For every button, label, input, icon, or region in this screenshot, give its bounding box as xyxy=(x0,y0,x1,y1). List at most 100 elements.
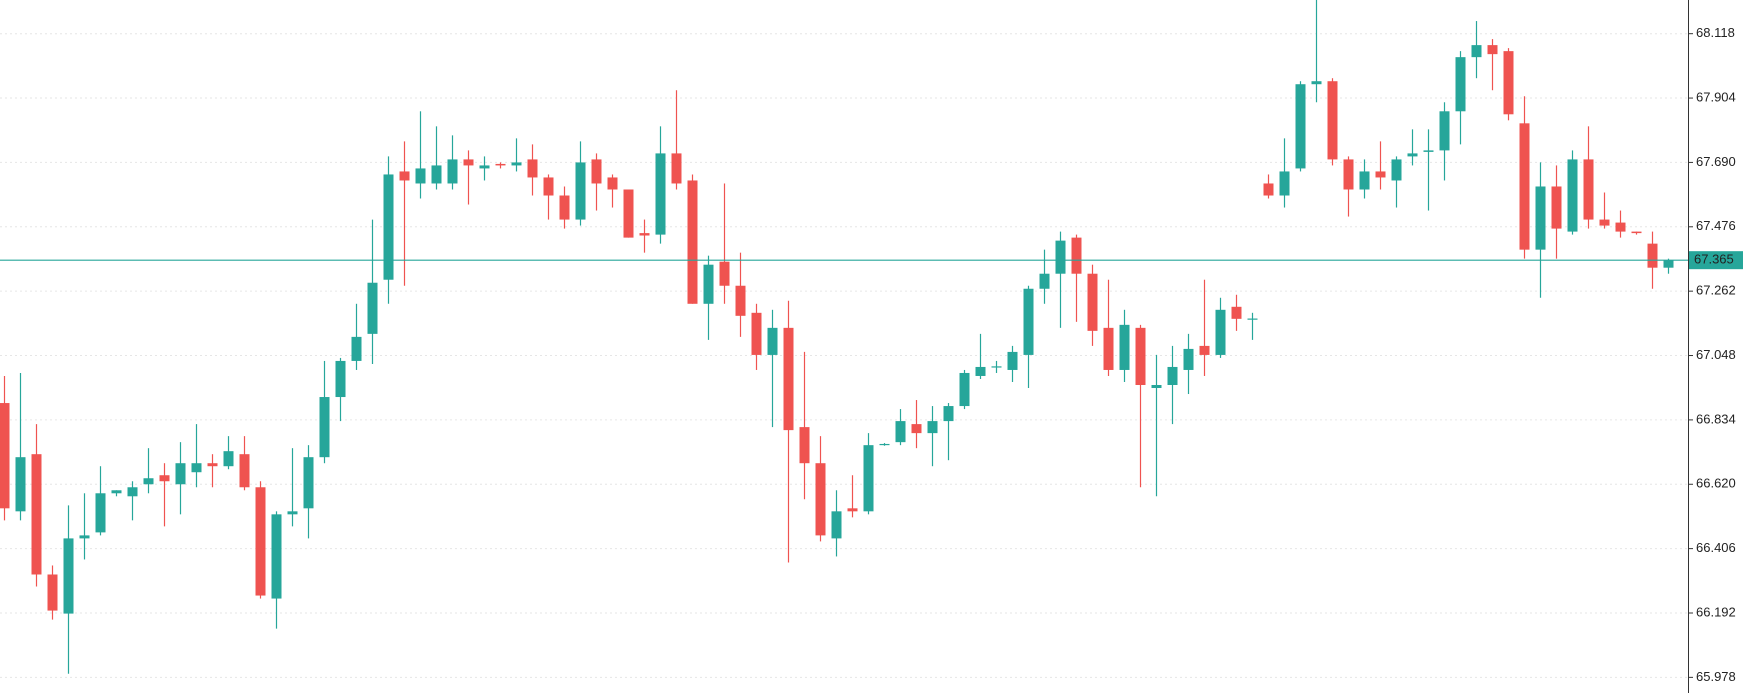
y-tick-label: 67.904 xyxy=(1696,89,1736,104)
candle-body xyxy=(639,233,650,236)
candle-body xyxy=(287,511,298,515)
candle-body xyxy=(527,159,538,178)
candle-body xyxy=(0,403,10,509)
candle-body xyxy=(1087,273,1098,331)
candle-body xyxy=(1279,171,1290,196)
y-tick-label: 67.476 xyxy=(1696,218,1736,233)
candle-body xyxy=(1359,171,1370,190)
candle-body xyxy=(79,535,90,539)
candle-body xyxy=(799,427,810,464)
y-tick-label: 67.690 xyxy=(1696,154,1736,169)
candle-body xyxy=(383,174,394,280)
candle-body xyxy=(431,165,442,184)
candle-body xyxy=(1567,159,1578,232)
candle-body xyxy=(1199,345,1210,355)
y-tick-label: 66.406 xyxy=(1696,540,1736,555)
candle-body xyxy=(895,421,906,443)
candle-body xyxy=(671,153,682,184)
current-price-box xyxy=(1689,251,1743,270)
candle-body xyxy=(975,366,986,376)
candle-body xyxy=(1471,45,1482,58)
y-tick-label: 68.118 xyxy=(1696,25,1735,40)
candle-body xyxy=(1631,231,1642,234)
candle-body xyxy=(303,457,314,509)
candle-body xyxy=(1343,159,1354,190)
candle-body xyxy=(959,372,970,407)
candle-body xyxy=(1615,222,1626,232)
candle-body xyxy=(143,478,154,485)
candle-body xyxy=(63,538,74,614)
candle-body xyxy=(927,421,938,434)
candle-body xyxy=(1407,153,1418,157)
candle-body xyxy=(863,445,874,512)
candle-body xyxy=(463,159,474,166)
candle-body xyxy=(623,189,634,238)
candle-body xyxy=(255,487,266,596)
candle-body xyxy=(1231,306,1242,319)
candle-body xyxy=(1023,288,1034,355)
candle-body xyxy=(351,336,362,361)
candle-body xyxy=(159,475,170,482)
candle-body xyxy=(223,451,234,467)
candle-body xyxy=(1151,385,1162,389)
candle-body xyxy=(719,261,730,286)
candle-body xyxy=(703,264,714,304)
candle-body xyxy=(271,514,282,599)
candle-body xyxy=(335,360,346,398)
candle-body xyxy=(1455,57,1466,112)
candle-body xyxy=(47,574,58,611)
candle-body xyxy=(1167,366,1178,385)
candle-body xyxy=(559,195,570,220)
candle-body xyxy=(1327,81,1338,160)
candle-body xyxy=(815,463,826,536)
candle-body xyxy=(1039,273,1050,289)
y-tick-label: 67.262 xyxy=(1696,283,1736,298)
candle-body xyxy=(31,454,42,575)
candle-body xyxy=(591,159,602,184)
y-tick-label: 66.192 xyxy=(1696,604,1736,619)
candle-body xyxy=(15,457,26,512)
candle-body xyxy=(831,511,842,539)
y-tick-label: 67.048 xyxy=(1696,347,1736,362)
candle-body xyxy=(399,171,410,181)
candle-body xyxy=(1135,327,1146,385)
candle-body xyxy=(1263,183,1274,196)
candle-body xyxy=(687,180,698,304)
candle-body xyxy=(575,162,586,220)
candle-body xyxy=(1311,81,1322,85)
candle-body xyxy=(447,159,458,184)
candle-body xyxy=(1663,260,1674,268)
candle-body xyxy=(175,463,186,485)
candle-body xyxy=(1519,123,1530,250)
candle-body xyxy=(655,153,666,235)
candle-body xyxy=(543,177,554,196)
candle-body xyxy=(495,163,506,166)
candle-body xyxy=(1487,45,1498,55)
candle-body xyxy=(1647,243,1658,268)
candle-body xyxy=(1295,84,1306,169)
candle-body xyxy=(1183,348,1194,370)
candle-body xyxy=(735,285,746,316)
candle-body xyxy=(367,282,378,334)
candle-body xyxy=(95,493,106,533)
candle-body xyxy=(1535,186,1546,250)
candle-body xyxy=(911,424,922,434)
candle-body xyxy=(1103,327,1114,370)
candle-body xyxy=(1375,171,1386,178)
current-price-label: 67.365 xyxy=(1694,252,1734,267)
candle-body xyxy=(1119,324,1130,370)
candle-body xyxy=(1423,150,1434,152)
candle-body xyxy=(479,165,490,169)
candle-body xyxy=(511,162,522,166)
y-tick-label: 65.978 xyxy=(1696,669,1736,684)
candle-body xyxy=(847,508,858,512)
candle-body xyxy=(1071,237,1082,274)
candle-body xyxy=(767,327,778,355)
candle-body xyxy=(1055,240,1066,274)
candle-body xyxy=(607,177,618,190)
candle-body xyxy=(1007,351,1018,370)
candle-body xyxy=(1215,309,1226,355)
